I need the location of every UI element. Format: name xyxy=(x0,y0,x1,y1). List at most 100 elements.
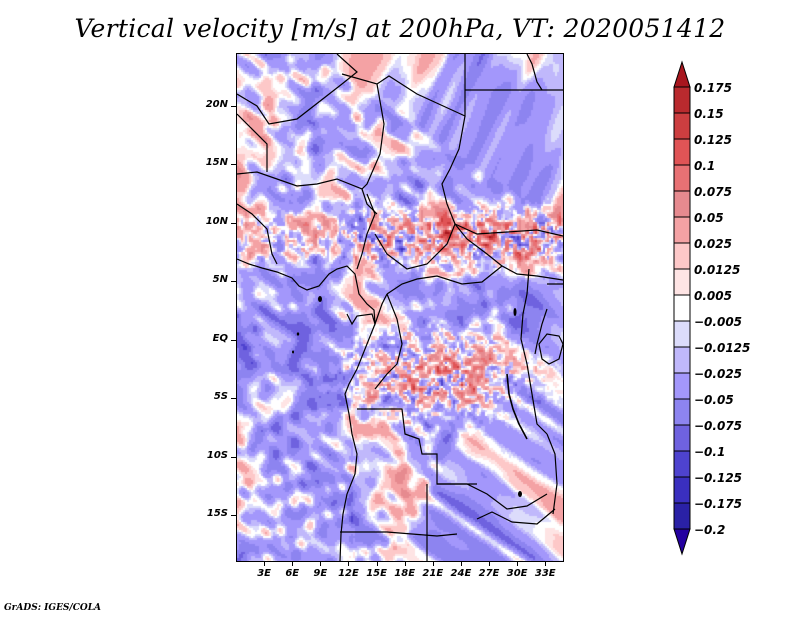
colorbar-segment xyxy=(673,190,691,218)
border-nigeria-cameroon xyxy=(356,193,376,270)
border-drc-angola xyxy=(357,408,477,485)
y-tick-mark xyxy=(231,281,236,283)
y-tick-mark xyxy=(231,222,236,224)
colorbar-extend-min xyxy=(673,528,691,556)
colorbar-label: −0.1 xyxy=(694,445,725,459)
x-tick-mark xyxy=(292,562,294,566)
border-zambia-zimbabwe xyxy=(476,508,556,525)
colorbar-label: 0.175 xyxy=(694,81,732,95)
x-tick-label: 21E xyxy=(422,568,444,579)
border-angola-namibia xyxy=(340,531,458,537)
colorbar-label: −0.2 xyxy=(694,523,725,537)
border-malawi xyxy=(546,433,558,515)
x-tick-label: 24E xyxy=(450,568,472,579)
colorbar-label: −0.05 xyxy=(694,393,734,407)
y-tick-label: 20N xyxy=(205,98,228,110)
y-tick-label: 5S xyxy=(213,391,228,403)
colorbar-label: 0.15 xyxy=(694,107,724,121)
lake-victoria xyxy=(538,333,563,365)
island-annobon xyxy=(292,350,294,354)
colorbar-segment xyxy=(673,476,691,504)
y-tick-label: 5N xyxy=(212,274,228,286)
border-sudan-southsudan xyxy=(454,223,563,237)
colorbar-label: 0.1 xyxy=(694,159,715,173)
border-niger-libya xyxy=(341,54,466,117)
x-tick-label: 33E xyxy=(534,568,556,579)
x-tick-mark xyxy=(348,562,350,566)
x-tick-mark xyxy=(404,562,406,566)
y-tick-label: 15N xyxy=(205,157,228,169)
colorbar-segment xyxy=(673,294,691,322)
border-uganda-kenya xyxy=(534,283,563,355)
colorbar-label: −0.0125 xyxy=(694,341,750,355)
colorbar-segment xyxy=(673,268,691,296)
x-tick-mark xyxy=(460,562,462,566)
map-plot-area xyxy=(236,53,564,562)
border-cameroon-car xyxy=(374,222,503,270)
x-tick-mark xyxy=(320,562,322,566)
colorbar-segment xyxy=(673,164,691,192)
x-tick-label: 15E xyxy=(366,568,387,579)
grads-credit: GrADS: IGES/COLA xyxy=(4,603,102,613)
y-tick-mark xyxy=(231,105,236,107)
y-tick-mark xyxy=(231,515,236,517)
x-tick-label: 27E xyxy=(478,568,500,579)
colorbar-segment xyxy=(673,86,691,114)
border-benin xyxy=(237,203,278,265)
x-tick-mark xyxy=(432,562,434,566)
colorbar-segment xyxy=(673,242,691,270)
colorbar-segment xyxy=(673,372,691,400)
colorbar-segment xyxy=(673,216,691,244)
colorbar-segment xyxy=(673,320,691,348)
x-tick-label: 6E xyxy=(285,568,300,579)
colorbar-label: −0.025 xyxy=(694,367,742,381)
x-tick-label: 18E xyxy=(394,568,416,579)
colorbar-segment xyxy=(673,398,691,426)
border-chad-sudan xyxy=(441,115,466,225)
y-tick-label: 10N xyxy=(205,215,228,227)
x-tick-label: 12E xyxy=(338,568,359,579)
border-car-drc xyxy=(386,265,563,295)
chart-title: Vertical velocity [m/s] at 200hPa, VT: 2… xyxy=(74,14,726,43)
colorbar-label: 0.0125 xyxy=(694,263,740,277)
border-drc-zambia xyxy=(437,483,548,510)
y-tick-mark xyxy=(231,456,236,458)
y-tick-label: 10S xyxy=(206,449,228,461)
border-congo-drc xyxy=(374,293,403,390)
border-niger-nigeria xyxy=(237,171,378,215)
colorbar-label: 0.005 xyxy=(694,289,732,303)
colorbar-label: −0.005 xyxy=(694,315,742,329)
x-tick-mark xyxy=(264,562,266,566)
colorbar-segment xyxy=(673,502,691,530)
y-tick-label: 15S xyxy=(206,508,228,520)
island-sao-tome xyxy=(296,332,300,336)
colorbar-segment xyxy=(673,450,691,478)
colorbar-segment xyxy=(673,424,691,452)
lake-mweru xyxy=(518,491,522,497)
lake-kivu xyxy=(513,308,517,316)
country-borders xyxy=(237,54,563,561)
border-drc-east xyxy=(520,268,548,435)
colorbar-label: 0.05 xyxy=(694,211,724,225)
colorbar-label: −0.125 xyxy=(694,471,742,485)
colorbar-segment xyxy=(673,138,691,166)
border-niger-chad xyxy=(361,83,385,190)
lake-tanganyika xyxy=(506,373,528,440)
y-tick-mark xyxy=(231,398,236,400)
border-algeria-niger xyxy=(237,54,358,125)
colorbar-segment xyxy=(673,346,691,374)
border-nw-africa xyxy=(237,113,268,172)
colorbar-label: −0.175 xyxy=(694,497,742,511)
colorbar-label: 0.125 xyxy=(694,133,732,147)
colorbar-label: −0.075 xyxy=(694,419,742,433)
y-tick-mark xyxy=(231,164,236,166)
x-tick-mark xyxy=(545,562,547,566)
border-egypt-libya-corner xyxy=(526,54,543,91)
y-tick-label: EQ xyxy=(212,332,228,344)
colorbar-label: 0.075 xyxy=(694,185,732,199)
colorbar-segment xyxy=(673,112,691,140)
island-bioko xyxy=(318,296,322,302)
coastline-west-africa xyxy=(237,258,376,561)
x-tick-mark xyxy=(489,562,491,566)
